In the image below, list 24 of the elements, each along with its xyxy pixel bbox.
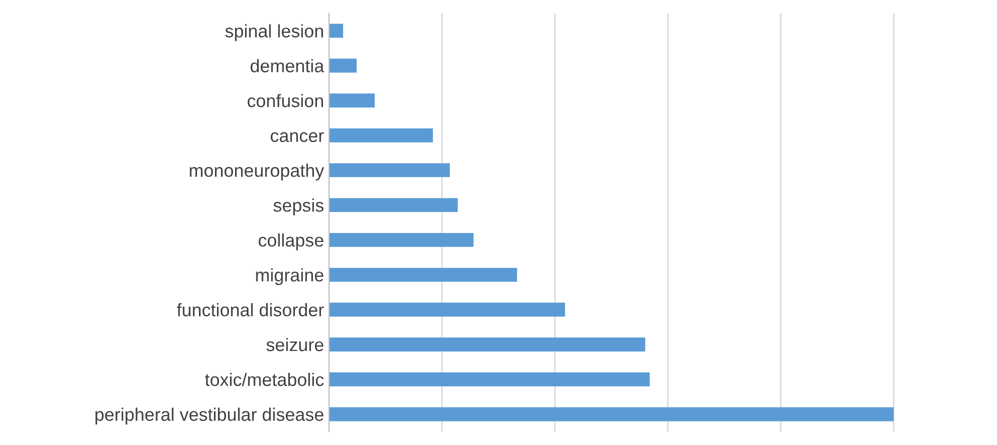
y-tick-label: sepsis [273,198,324,216]
y-tick-label: spinal lesion [225,24,323,42]
y-tick-label: mononeuropathy [190,164,324,180]
bar [329,372,650,386]
bar [329,268,518,282]
bar [329,128,433,142]
y-tick-label: confusion [248,94,323,108]
bar [329,232,474,247]
bar [329,163,450,178]
y-tick-label: peripheral vestibular disease [95,408,324,425]
bar [329,407,894,422]
bar [329,302,566,317]
y-tick-label: cancer [270,132,324,142]
y-tick-label: collapse [258,233,324,250]
y-tick-label: seizure [266,338,324,352]
y-tick-label: dementia [250,59,324,72]
bar [329,94,375,108]
bar [329,58,357,73]
bar [329,338,646,352]
bar [329,198,458,212]
y-tick-label: migraine [256,268,324,286]
y-tick-label: functional disorder [176,303,324,316]
y-tick-label: toxic/metabolic [205,372,324,386]
bar [329,24,344,38]
